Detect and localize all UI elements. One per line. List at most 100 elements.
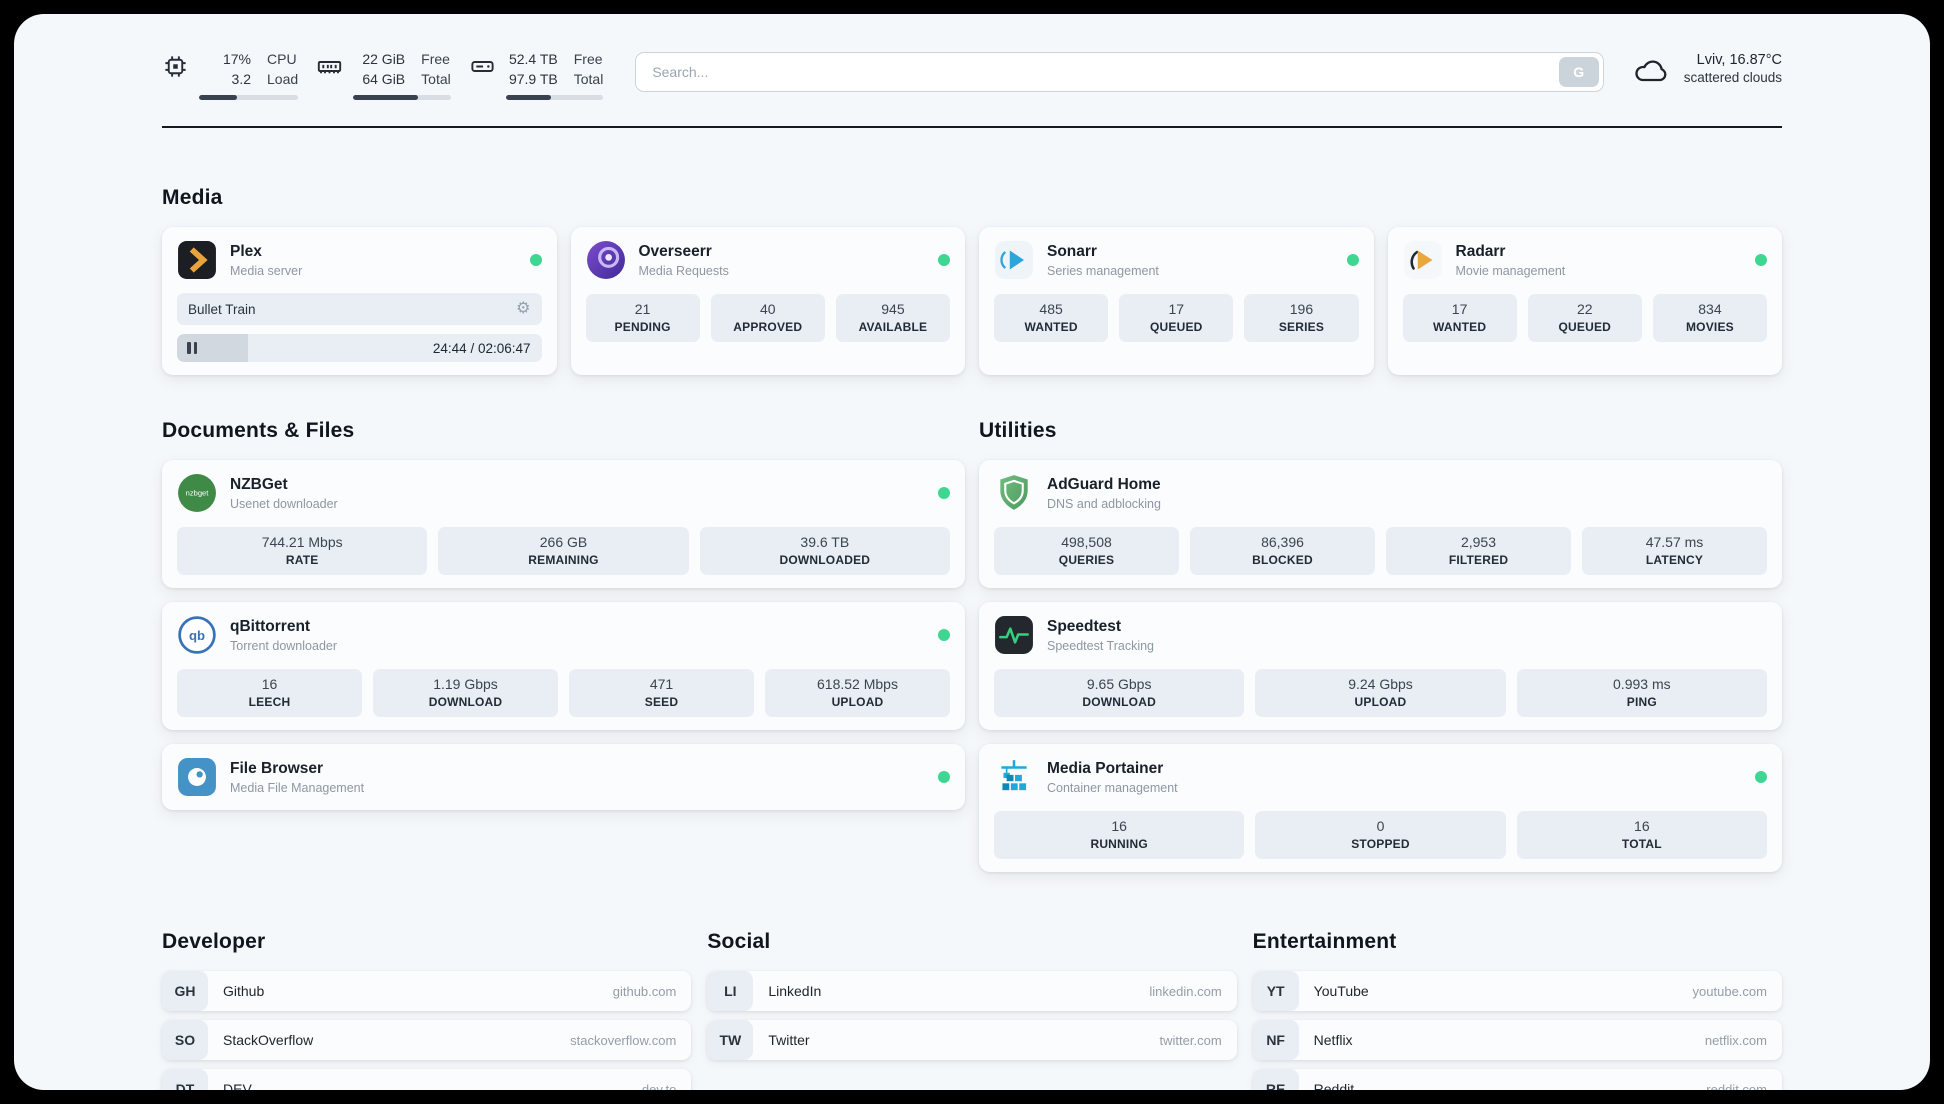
bookmark-url: youtube.com [1692, 983, 1767, 999]
disk-total-label: Total [573, 70, 604, 87]
stat-series: 196 SERIES [1244, 294, 1359, 343]
app-name: Overseerr [638, 242, 712, 260]
status-dot [1346, 254, 1359, 267]
media-card-row: Plex Media server Bullet Train ⚙ 24:44 /… [162, 227, 1782, 376]
disk-bar-fill [505, 95, 551, 101]
cpu-load-label: Load [267, 70, 299, 87]
sonarr-icon [995, 241, 1033, 280]
disk-widget: 52.4 TB 97.9 TB Free Total [469, 50, 604, 101]
section-title-developer: Developer [162, 930, 266, 954]
bookmark-group-entertainment: Entertainment YT YouTube youtube.com NF … [1252, 930, 1782, 1090]
header-divider [162, 126, 1782, 129]
stat-latency: 47.57 ms LATENCY [1582, 527, 1767, 576]
app-name: File Browser [230, 759, 324, 777]
portainer-card[interactable]: Media Portainer Container management 16 … [979, 744, 1782, 873]
bookmark-name: YouTube [1313, 983, 1369, 1000]
stat-filtered: 2,953 FILTERED [1386, 527, 1571, 576]
section-title-social: Social [707, 930, 771, 954]
stat-seed: 471 SEED [569, 669, 754, 718]
middle-columns: Documents & Files nzbget NZBGet Usenet d… [162, 419, 1782, 873]
svg-text:qb: qb [189, 628, 205, 643]
search: G [635, 52, 1604, 92]
app-name: qBittorrent [230, 617, 311, 635]
bookmark-url: linkedin.com [1149, 983, 1222, 999]
bookmark-name: LinkedIn [768, 983, 822, 1000]
bookmark-name: Reddit [1313, 1081, 1355, 1090]
sonarr-card[interactable]: Sonarr Series management 485 WANTED 17 Q… [979, 227, 1374, 376]
app-subtitle: Media File Management [230, 780, 365, 795]
qbittorrent-card[interactable]: qb qBittorrent Torrent downloader 16 LEE… [162, 602, 965, 731]
section-title-entertainment: Entertainment [1252, 930, 1397, 954]
pause-icon[interactable] [187, 342, 197, 355]
weather-widget[interactable]: Lviv, 16.87°C scattered clouds [1632, 52, 1782, 85]
memory-free-label: Free [421, 51, 450, 67]
bookmark-github[interactable]: GH Github github.com [162, 971, 692, 1012]
disk-total: 97.9 TB [508, 70, 558, 87]
stat-pending: 21 PENDING [585, 294, 700, 343]
bookmark-reddit[interactable]: RE Reddit reddit.com [1252, 1069, 1782, 1090]
bookmark-abbr: TW [707, 1020, 754, 1061]
bookmark-group-social: Social LI LinkedIn linkedin.com TW Twitt… [707, 930, 1237, 1090]
app-name: Plex [230, 242, 262, 260]
stat-rate: 744.21 Mbps RATE [177, 527, 428, 576]
cpu-icon [165, 56, 186, 77]
stat-downloaded: 39.6 TB DOWNLOADED [699, 527, 950, 576]
nzbget-card[interactable]: nzbget NZBGet Usenet downloader 744.21 M… [162, 460, 965, 589]
stat-available: 945 AVAILABLE [835, 294, 951, 343]
bookmark-twitter[interactable]: TW Twitter twitter.com [707, 1020, 1237, 1061]
overseerr-card[interactable]: Overseerr Media Requests 21 PENDING 40 A… [570, 227, 965, 376]
bookmark-abbr: DT [162, 1069, 208, 1090]
stat-movies: 834 MOVIES [1652, 294, 1768, 343]
memory-icon [318, 61, 342, 74]
stat-leech: 16 LEECH [177, 669, 362, 718]
qbittorrent-icon: qb [178, 616, 216, 654]
stat-blocked: 86,396 BLOCKED [1190, 527, 1375, 576]
app-subtitle: Media server [230, 263, 303, 278]
status-dot [1755, 771, 1767, 784]
status-dot [938, 487, 950, 500]
cpu-label: CPU [267, 51, 297, 67]
stat-upload: 9.24 Gbps UPLOAD [1255, 669, 1506, 718]
bookmark-url: github.com [612, 983, 677, 999]
memory-bar-fill [353, 95, 418, 101]
adguard-card[interactable]: AdGuard Home DNS and adblocking 498,508 … [979, 460, 1782, 589]
status-dot [938, 771, 950, 784]
radarr-card[interactable]: Radarr Movie management 17 WANTED 22 QUE… [1387, 227, 1782, 376]
overseerr-icon [586, 241, 625, 280]
bookmark-abbr: GH [162, 971, 208, 1012]
bookmark-url: dev.to [641, 1081, 677, 1090]
plex-card[interactable]: Plex Media server Bullet Train ⚙ 24:44 /… [162, 227, 557, 376]
cpu-load-value: 3.2 [231, 70, 251, 87]
memory-bar [353, 95, 451, 101]
search-input[interactable] [635, 52, 1604, 92]
stat-approved: 40 APPROVED [710, 294, 825, 343]
gear-icon[interactable]: ⚙ [516, 300, 531, 318]
bookmark-linkedin[interactable]: LI LinkedIn linkedin.com [707, 971, 1237, 1012]
bookmark-netflix[interactable]: NF Netflix netflix.com [1252, 1020, 1782, 1061]
cpu-widget: 17% 3.2 CPU Load [162, 50, 299, 101]
documents-column: Documents & Files nzbget NZBGet Usenet d… [162, 419, 965, 872]
app-subtitle: Usenet downloader [230, 496, 338, 511]
app-subtitle: DNS and adblocking [1047, 496, 1161, 511]
player-progress-row[interactable]: 24:44 / 02:06:47 [177, 334, 542, 363]
bookmark-url: stackoverflow.com [570, 1032, 677, 1048]
stat-queued: 17 QUEUED [1119, 294, 1234, 343]
bookmark-stackoverflow[interactable]: SO StackOverflow stackoverflow.com [162, 1020, 692, 1061]
stat-download: 9.65 Gbps DOWNLOAD [994, 669, 1245, 718]
now-playing-row: Bullet Train ⚙ [177, 293, 542, 326]
bookmark-url: netflix.com [1704, 1032, 1767, 1048]
bookmark-name: Netflix [1313, 1032, 1353, 1049]
bookmark-youtube[interactable]: YT YouTube youtube.com [1252, 971, 1782, 1012]
app-name: Sonarr [1047, 242, 1097, 260]
svg-text:nzbget: nzbget [186, 489, 210, 498]
speedtest-card[interactable]: Speedtest Speedtest Tracking 9.65 Gbps D… [979, 602, 1782, 731]
player-time: 24:44 / 02:06:47 [432, 340, 531, 356]
search-engine-button[interactable]: G [1558, 57, 1599, 87]
plex-icon [178, 241, 216, 280]
filebrowser-card[interactable]: File Browser Media File Management [162, 744, 965, 811]
weather-location: Lviv, 16.87°C [1696, 52, 1782, 68]
bookmark-dev[interactable]: DT DEV dev.to [162, 1069, 692, 1090]
bookmarks-section: Developer GH Github github.com SO StackO… [162, 930, 1782, 1090]
memory-free: 22 GiB [362, 51, 406, 67]
